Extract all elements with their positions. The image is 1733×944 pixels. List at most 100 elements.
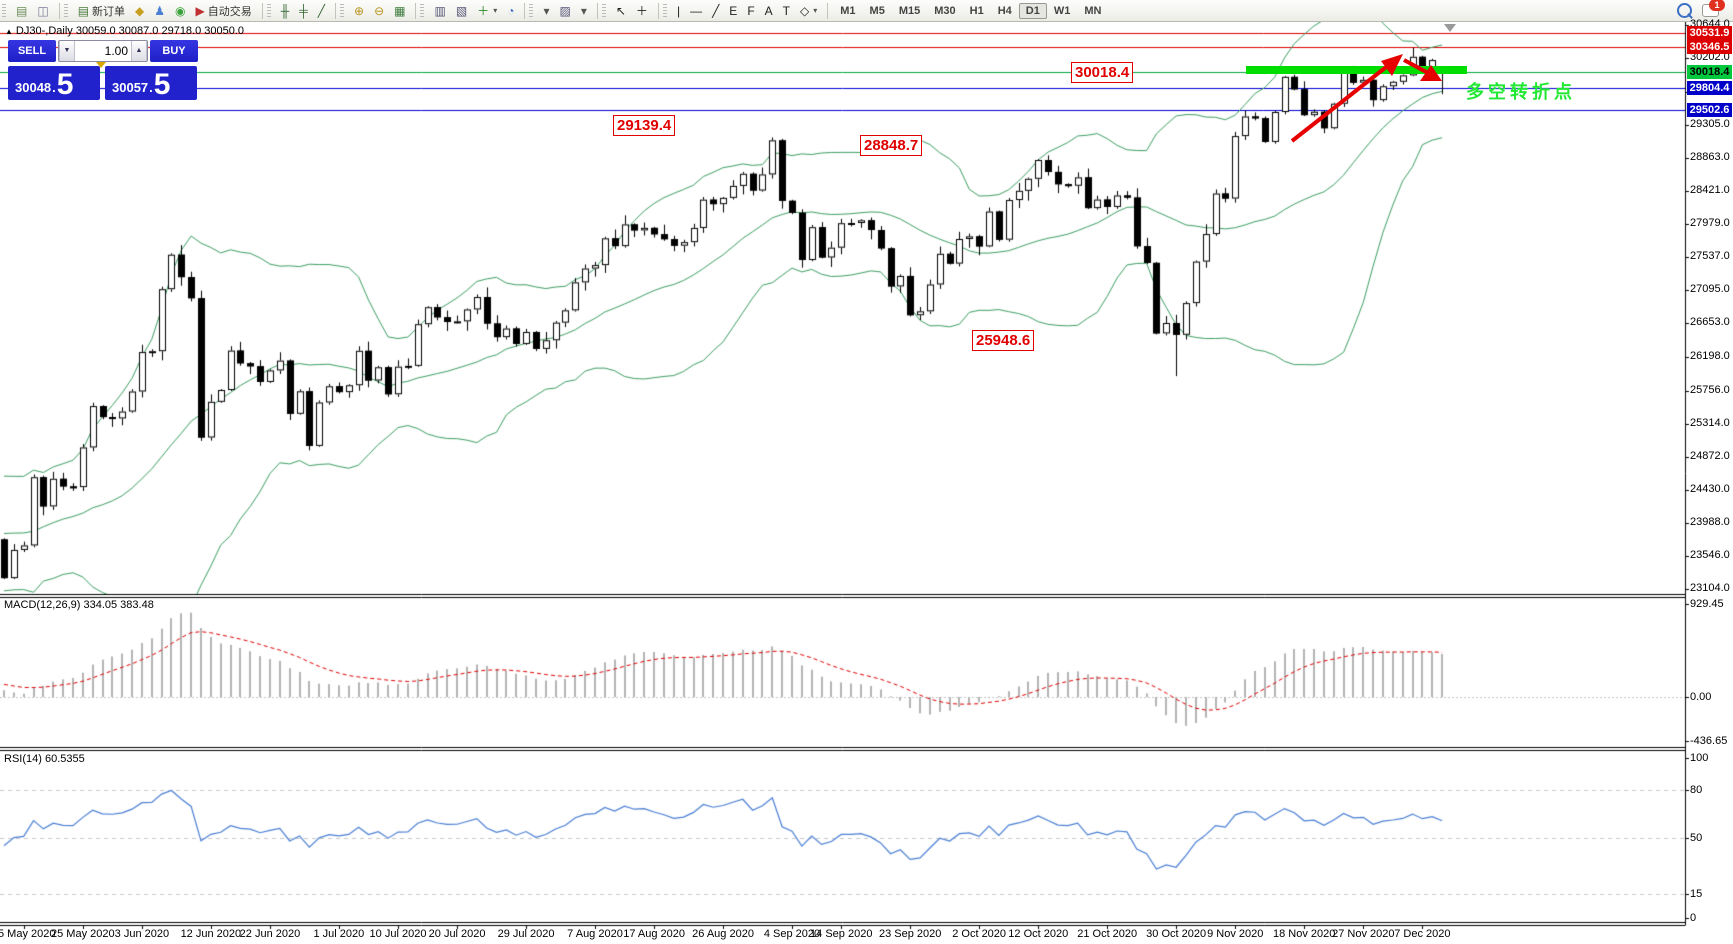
date-label: 30 Oct 2020: [1146, 928, 1207, 940]
candlestick-chart-icon[interactable]: ╫: [280, 3, 290, 18]
cursor-icon[interactable]: ↖: [615, 3, 626, 18]
support-zone-band[interactable]: [1246, 66, 1467, 74]
template-icon[interactable]: ▨: [559, 3, 571, 18]
date-label: 1 Jul 2020: [313, 928, 365, 940]
one-click-trade-panel: SELL ▼ ▲ BUY 30048.5 30057.5: [8, 40, 198, 100]
channel-icon[interactable]: E: [729, 3, 738, 18]
price-tick-label: 26198.0: [1690, 350, 1730, 363]
price-tick-label: 28863.0: [1690, 151, 1730, 164]
bar-chart-icon[interactable]: ╪: [299, 3, 308, 18]
date-label: 9 Nov 2020: [1207, 928, 1264, 940]
buy-price[interactable]: 30057. 5: [105, 66, 197, 100]
price-label-25948[interactable]: 25948.6: [972, 330, 1035, 351]
autoscroll-icon[interactable]: ◔: [507, 3, 515, 18]
price-level-badge: 30018.4: [1687, 64, 1732, 79]
fibonacci-icon[interactable]: F: [747, 3, 755, 18]
chart-region: ▲ DJ30-,Daily 30059.0 30087.0 29718.0 300…: [0, 18, 1733, 944]
date-label: 10 Jul 2020: [369, 928, 427, 940]
vertical-line-icon[interactable]: |: [676, 3, 681, 18]
add-indicator-button[interactable]: ＋ ▾: [477, 3, 498, 18]
timeframe-m30[interactable]: M30: [934, 4, 956, 17]
timeframe-mn[interactable]: MN: [1084, 4, 1102, 17]
zoom-in-icon[interactable]: ⊕: [354, 3, 365, 18]
date-label: 14 Sep 2020: [810, 928, 873, 940]
date-label: 26 Aug 2020: [692, 928, 754, 940]
search-icon[interactable]: [1677, 3, 1692, 18]
chart-canvas[interactable]: [0, 22, 1733, 944]
tile-windows-icon[interactable]: ▦: [394, 3, 406, 18]
data-window-icon[interactable]: ▧: [455, 3, 468, 18]
new-order-button[interactable]: ▤ 新订单: [77, 3, 126, 18]
template-caret-icon[interactable]: ▾: [580, 3, 587, 18]
price-tick-label: 29305.0: [1690, 118, 1730, 131]
date-label: 29 Jul 2020: [497, 928, 555, 940]
timeframe-w1[interactable]: W1: [1053, 4, 1071, 17]
notification-badge: 1: [1709, 0, 1725, 11]
rsi-tick-label: 15: [1690, 888, 1703, 900]
trend-arrows[interactable]: [1282, 48, 1457, 148]
timeframe-h4[interactable]: H4: [997, 4, 1012, 17]
notifications-icon[interactable]: 1: [1702, 0, 1725, 17]
arrows-icon[interactable]: ◇ ▾: [800, 3, 818, 18]
autotrade-button[interactable]: ▶ 自动交易: [195, 3, 252, 18]
price-level-badge: 29502.6: [1687, 103, 1732, 118]
date-label: 12 Jun 2020: [180, 928, 242, 940]
price-label-29139[interactable]: 29139.4: [613, 115, 676, 136]
rsi-tick-label: 0: [1690, 912, 1697, 924]
volume-increase-button[interactable]: ▲: [131, 41, 147, 61]
macd-tick-label: -436.65: [1690, 734, 1728, 747]
volume-pointer-icon: [96, 62, 106, 68]
zoom-out-icon[interactable]: ⊖: [374, 3, 385, 18]
turning-point-label[interactable]: 多空转折点: [1466, 82, 1576, 102]
trend-arrow-down[interactable]: [1403, 58, 1442, 81]
date-label: 23 Sep 2020: [878, 928, 942, 940]
date-label: 22 Jun 2020: [239, 928, 301, 940]
trend-arrow-up[interactable]: [1290, 54, 1403, 143]
date-label: 25 May 2020: [50, 928, 115, 940]
volume-decrease-button[interactable]: ▼: [59, 41, 75, 61]
price-level-badge: 30346.5: [1687, 40, 1732, 55]
toolbar: ▤ ◫ ▤ 新订单 ◆ ♟ ◉ ▶ 自动交易 ╫ ╪ ╱ ⊕ ⊖ ▦ ▥ ▧ ＋ ▾ ◔ ▾ ▨ ▾ ↖ ＋ | — ╱ E F A T ◇ ▾ M…: [0, 0, 1733, 22]
date-label: 21 Oct 2020: [1077, 928, 1138, 940]
date-label: 27 Nov 2020: [1332, 928, 1395, 940]
price-tick-label: 27095.0: [1690, 283, 1730, 296]
timeframe-d1[interactable]: D1: [1018, 2, 1047, 19]
history-center-icon[interactable]: ◆: [135, 3, 145, 18]
volume-input[interactable]: [75, 41, 131, 61]
templates-caret-icon[interactable]: ▾: [543, 3, 550, 18]
rsi-tick-label: 100: [1690, 752, 1709, 764]
symbol-marker-icon: ▲: [5, 27, 13, 36]
buy-button[interactable]: BUY: [150, 40, 198, 62]
profiles-icon[interactable]: ◫: [37, 3, 49, 18]
horizontal-line-icon[interactable]: —: [690, 3, 703, 18]
new-chart-icon[interactable]: ▤: [16, 3, 28, 18]
date-label: 4 Sep 2020: [763, 928, 821, 940]
timeframe-m5[interactable]: M5: [869, 4, 885, 17]
arrange-windows-icon[interactable]: ▥: [434, 3, 446, 18]
timeframe-h1[interactable]: H1: [969, 4, 984, 17]
price-tick-label: 23104.0: [1690, 581, 1730, 594]
macd-tick-label: 0.00: [1690, 691, 1712, 703]
community-icon[interactable]: ♟: [154, 3, 166, 18]
text-icon[interactable]: A: [764, 3, 773, 18]
sell-price[interactable]: 30048. 5: [8, 66, 100, 100]
date-label: 2 Oct 2020: [952, 928, 1007, 940]
macd-tick-label: 929.45: [1690, 598, 1724, 610]
timeframe-m15[interactable]: M15: [898, 4, 921, 17]
price-label-30018[interactable]: 30018.4: [1071, 62, 1134, 83]
price-tick-label: 23546.0: [1690, 548, 1730, 561]
signals-icon[interactable]: ◉: [175, 3, 186, 18]
trendline-icon[interactable]: ╱: [712, 3, 720, 18]
price-tick-label: 25314.0: [1690, 416, 1730, 429]
price-tick-label: 27979.0: [1690, 217, 1730, 230]
line-chart-icon[interactable]: ╱: [317, 3, 326, 18]
date-label: 7 Dec 2020: [1394, 928, 1451, 940]
price-label-28848[interactable]: 28848.7: [860, 135, 923, 156]
date-label: 15 May 2020: [0, 928, 56, 940]
timeframe-m1[interactable]: M1: [840, 4, 856, 17]
signal-down-arrow-icon[interactable]: [1444, 24, 1456, 32]
crosshair-icon[interactable]: ＋: [635, 3, 648, 18]
label-icon[interactable]: T: [782, 3, 791, 18]
sell-button[interactable]: SELL: [8, 40, 56, 62]
volume-field: ▼ ▲: [58, 40, 148, 62]
